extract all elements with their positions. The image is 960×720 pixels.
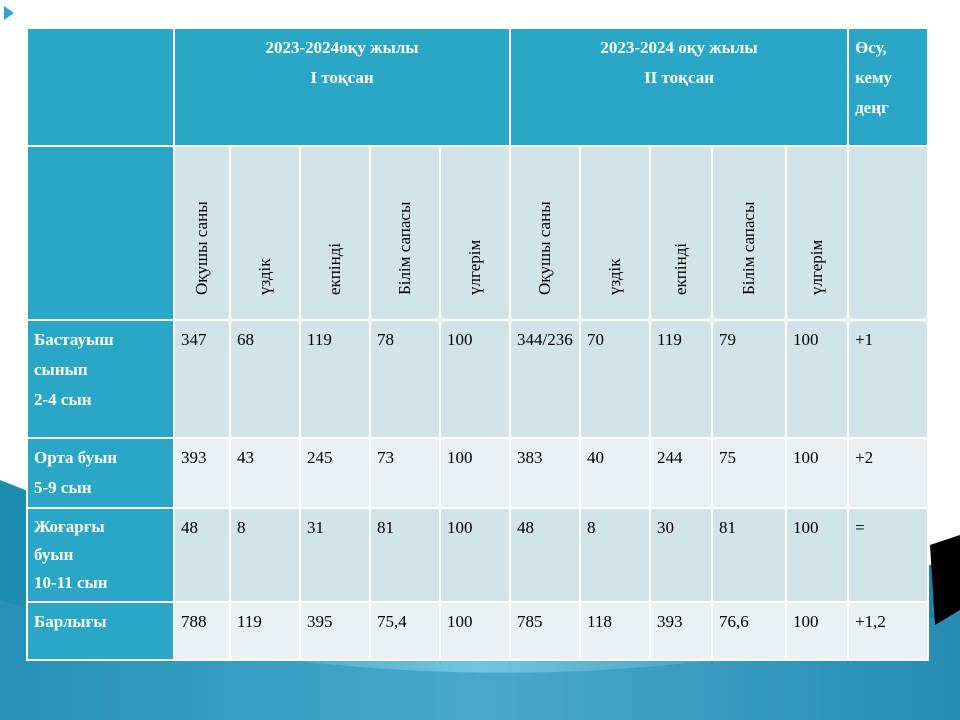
table-row: Бастауыш сынып 2-4 сын 347 68 119 78 100 3…: [26, 319, 930, 439]
col-header: үлгерім: [785, 145, 850, 321]
table-cell: 100: [438, 437, 512, 509]
row-label: Орта буын 5-9 сын: [26, 437, 175, 509]
table-cell: 48: [509, 507, 582, 603]
table-cell: 244: [649, 437, 714, 509]
corner-cell: [26, 27, 175, 147]
table-cell: =: [847, 507, 930, 603]
table-cell: 395: [299, 601, 371, 661]
col-header: екпінді: [649, 145, 714, 321]
table-cell: +2: [847, 437, 930, 509]
table-cell: 78: [369, 319, 441, 439]
period2-header: 2023-2024 оқу жылы ІІ тоқсан: [509, 27, 850, 147]
table-cell: 30: [649, 507, 714, 603]
table-row: Орта буын 5-9 сын 393 43 245 73 100 383 4…: [26, 437, 930, 509]
table-cell: 119: [649, 319, 714, 439]
table-cell: 76,6: [711, 601, 788, 661]
row-label: Барлығы: [26, 601, 175, 661]
table-cell: 100: [785, 507, 850, 603]
col-header: екпінді: [299, 145, 371, 321]
table-cell: 68: [229, 319, 301, 439]
growth-header: Өсу, кему деңг: [847, 27, 930, 147]
table-cell: 100: [785, 319, 850, 439]
table-cell: 73: [369, 437, 441, 509]
table-cell: 100: [785, 601, 850, 661]
row-label: Бастауыш сынып 2-4 сын: [26, 319, 175, 439]
period1-header: 2023-2024оқу жылы І тоқсан: [172, 27, 512, 147]
table-row: Жоғарғы буын 10-11 сын 48 8 31 81 100 48 8…: [26, 507, 930, 603]
table-cell: 100: [438, 319, 512, 439]
table-cell: 48: [173, 507, 231, 603]
table-cell: 31: [299, 507, 371, 603]
table-cell: 785: [509, 601, 582, 661]
row-label: Жоғарғы буын 10-11 сын: [26, 507, 175, 603]
table-cell: 393: [649, 601, 714, 661]
table-cell: 75,4: [369, 601, 441, 661]
table-cell: 43: [229, 437, 301, 509]
table-cell: 118: [579, 601, 652, 661]
table-cell: 81: [369, 507, 441, 603]
col-header: Оқушы саны: [509, 145, 582, 321]
table-cell: 119: [229, 601, 301, 661]
table-cell: 119: [299, 319, 371, 439]
table-cell: 100: [438, 601, 512, 661]
col-header: Білім сапасы: [711, 145, 788, 321]
table-cell: 245: [299, 437, 371, 509]
bullet-arrow-icon: [4, 6, 14, 20]
table-cell: 393: [173, 437, 231, 509]
col-header: үздік: [229, 145, 301, 321]
results-table: 2023-2024оқу жылы І тоқсан 2023-2024 оқу …: [26, 27, 930, 661]
table-cell: +1,2: [847, 601, 930, 661]
table-cell: 788: [173, 601, 231, 661]
table-cell: 347: [173, 319, 231, 439]
table-cell: 344/236: [509, 319, 582, 439]
table-cell: 383: [509, 437, 582, 509]
table-cell: 79: [711, 319, 788, 439]
table-cell: 100: [438, 507, 512, 603]
table-cell: 81: [711, 507, 788, 603]
table-cell: 75: [711, 437, 788, 509]
table-cell: +1: [847, 319, 930, 439]
table-row: Барлығы 788 119 395 75,4 100 785 118 393…: [26, 601, 930, 661]
table-cell: 8: [229, 507, 301, 603]
table-cell: 100: [785, 437, 850, 509]
col-header: Білім сапасы: [369, 145, 441, 321]
col-header: Оқушы саны: [173, 145, 231, 321]
table-cell: 40: [579, 437, 652, 509]
subheader-corner: [26, 145, 175, 321]
table-cell: 70: [579, 319, 652, 439]
col-header-empty: [847, 145, 930, 321]
col-header: үлгерім: [438, 145, 512, 321]
col-header: үздік: [579, 145, 652, 321]
table-cell: 8: [579, 507, 652, 603]
